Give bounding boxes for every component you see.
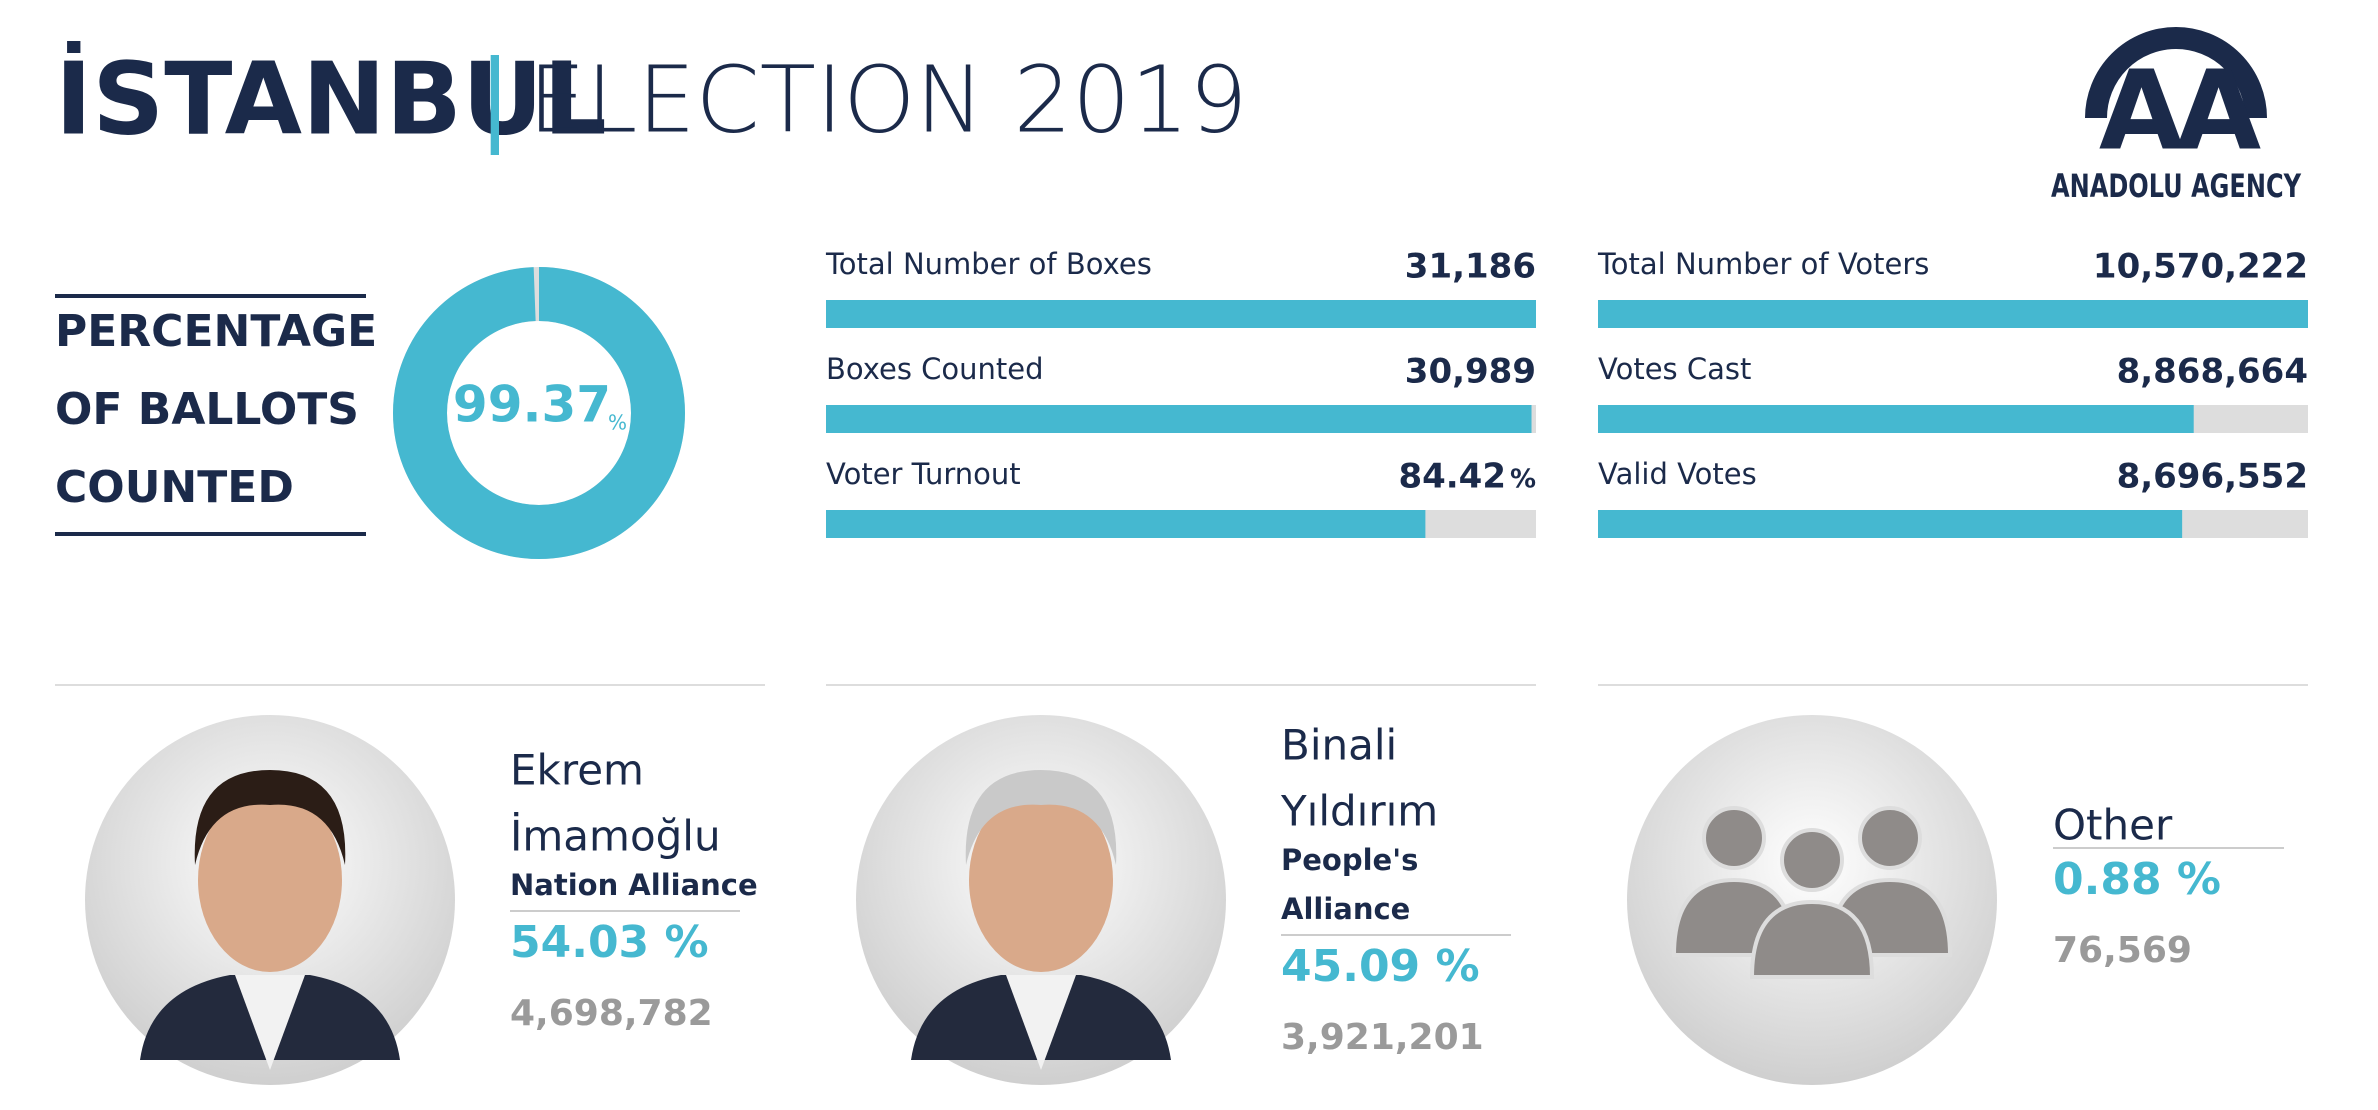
stat-value: 8,868,664 <box>2117 352 2308 392</box>
bar <box>826 405 1532 433</box>
ballots-heading: COUNTED <box>55 462 294 513</box>
stat-label: Voter Turnout <box>826 457 1021 491</box>
title-bold: İSTANBUL <box>55 40 607 157</box>
people-body <box>1749 899 1875 979</box>
candidate: Binali Yıldırım People's Alliance 45.09 % 3,9… <box>856 715 1511 1085</box>
stat-value: 84.42 <box>1398 457 1506 497</box>
candidate-votes: 76,569 <box>2053 930 2192 971</box>
logo-text: ANADOLU AGENCY <box>2051 167 2302 205</box>
bar <box>826 510 1426 538</box>
bar <box>1598 510 2183 538</box>
candidate-name: Other <box>2053 801 2173 850</box>
logo-mark: AA <box>2099 46 2261 174</box>
stat-label: Votes Cast <box>1598 352 1751 386</box>
ballots-heading: PERCENTAGE <box>55 306 377 357</box>
candidate-name: İmamoğlu <box>510 811 721 861</box>
donut-value: 99.37 <box>453 376 611 434</box>
candidate-votes: 3,921,201 <box>1281 1017 1484 1058</box>
stat-label: Valid Votes <box>1598 457 1757 491</box>
portrait-hair <box>194 770 346 865</box>
portrait-shirt <box>1006 975 1076 1070</box>
candidate-percent: 45.09 % <box>1281 941 1480 992</box>
portrait-shirt <box>235 975 305 1070</box>
stat-value: 30,989 <box>1405 352 1536 392</box>
people-head <box>1858 806 1922 870</box>
bar <box>1598 405 2194 433</box>
stat-unit: % <box>1510 465 1536 495</box>
candidate-alliance: Nation Alliance <box>510 868 758 902</box>
stat-value: 8,696,552 <box>2117 457 2308 497</box>
portrait-face <box>969 788 1113 972</box>
bar <box>1598 300 2308 328</box>
portrait-face <box>198 788 342 972</box>
stat-value: 31,186 <box>1405 247 1536 287</box>
candidate-percent: 0.88 % <box>2053 854 2221 905</box>
stat-label: Total Number of Voters <box>1597 247 1929 281</box>
people-head <box>1702 806 1766 870</box>
candidate-alliance: People's <box>1281 843 1418 877</box>
stat-label: Boxes Counted <box>826 352 1044 386</box>
candidate-name: Binali <box>1281 721 1397 770</box>
logo: AA ANADOLU AGENCY <box>2051 27 2302 205</box>
bar <box>826 300 1536 328</box>
candidate-votes: 4,698,782 <box>510 993 713 1034</box>
donut-unit: % <box>608 411 627 435</box>
candidate-name: Yıldırım <box>1280 787 1438 836</box>
donut-arc <box>393 267 685 559</box>
candidate-percent: 54.03 % <box>510 917 709 968</box>
people-head <box>1780 828 1844 892</box>
candidate: Ekrem İmamoğlu Nation Alliance 54.03 % 4,698… <box>85 715 758 1085</box>
title-separator: | <box>478 38 512 155</box>
portrait-hair <box>965 770 1117 865</box>
candidate-name: Ekrem <box>510 746 644 795</box>
candidate-alliance: Alliance <box>1281 892 1410 926</box>
stat-value: 10,570,222 <box>2093 247 2308 287</box>
ballots-heading: OF BALLOTS <box>55 384 359 435</box>
stat-label: Total Number of Boxes <box>825 247 1152 281</box>
title-light: ELECTION 2019 <box>528 47 1248 154</box>
logo-arc <box>2085 27 2267 119</box>
